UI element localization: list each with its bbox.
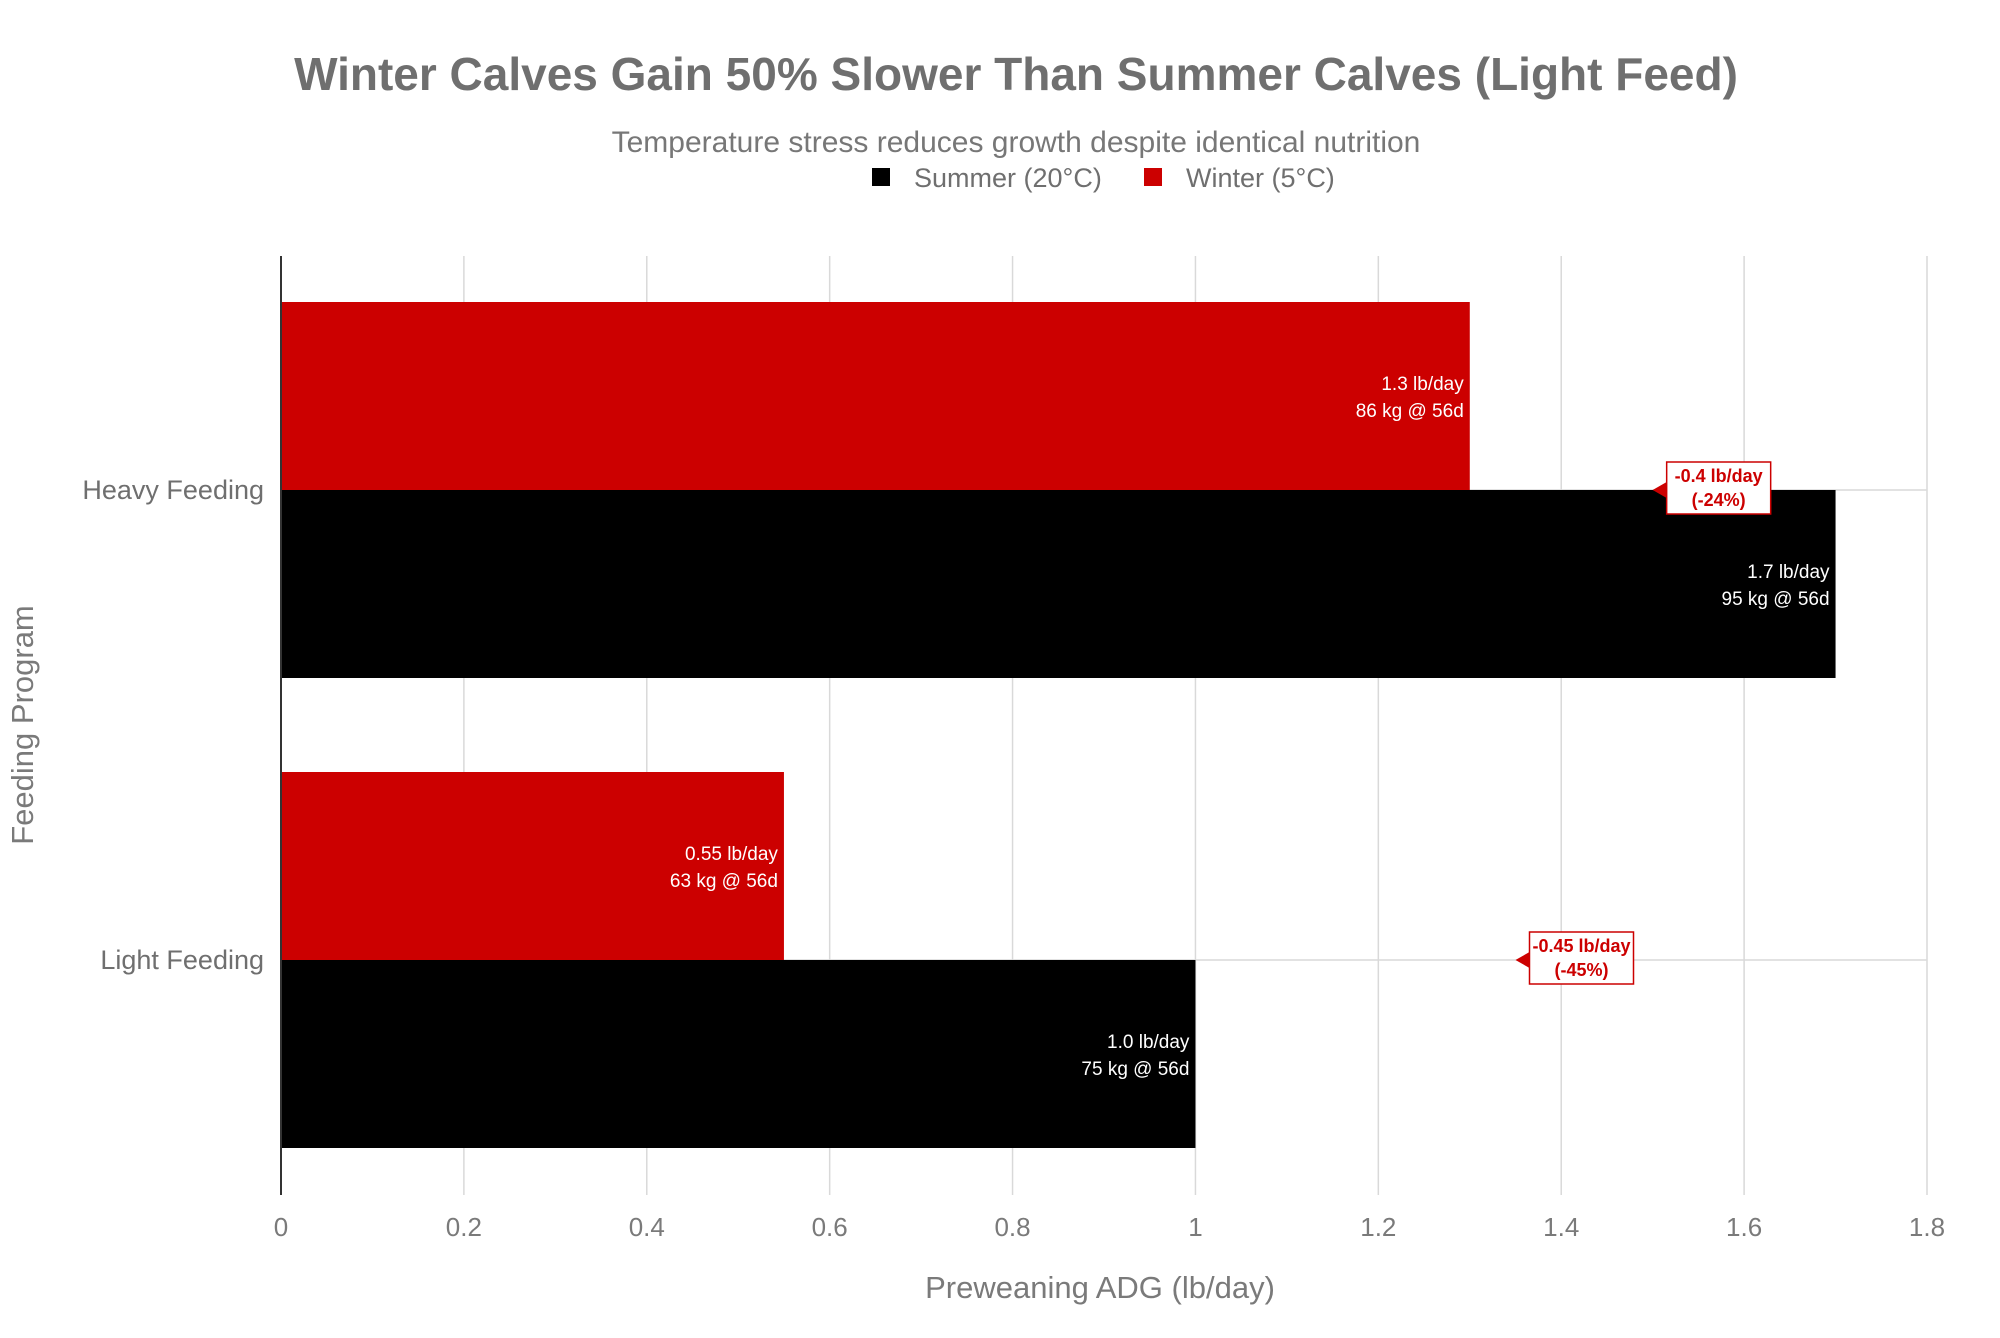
x-tick-label: 1 [1188,1212,1202,1242]
bar-data-label: 1.3 lb/day [1381,374,1464,395]
x-axis-title: Preweaning ADG (lb/day) [925,1270,1275,1305]
x-tick-label: 0.2 [446,1212,482,1242]
x-tick-label: 1.4 [1543,1212,1579,1242]
legend-label: Summer (20°C) [914,163,1102,193]
x-tick-labels: 0 0.2 0.4 0.6 0.8 1 1.2 1.4 1.6 1.8 [274,1212,1945,1242]
x-tick-label: 0.4 [629,1212,665,1242]
chart-title: Winter Calves Gain 50% Slower Than Summe… [294,48,1738,100]
bar-labels: 1.3 lb/day 86 kg @ 56d 1.7 lb/day 95 kg @ 5… [670,374,1830,1080]
bar-data-label: 95 kg @ 56d [1722,589,1830,610]
bar [281,302,1470,490]
bar-data-label: 0.55 lb/day [685,844,778,865]
annotation-arrow [1515,952,1530,968]
bars [281,302,1836,1148]
x-tick-label: 0 [274,1212,288,1242]
y-category-label: Light Feeding [100,945,264,975]
bar [281,772,784,960]
annotation-text: (-45%) [1554,960,1608,980]
legend-swatch [872,168,890,186]
x-tick-label: 0.8 [994,1212,1030,1242]
bar [281,490,1836,678]
x-tick-label: 1.2 [1360,1212,1396,1242]
x-tick-label: 1.6 [1726,1212,1762,1242]
y-axis-title: Feeding Program [5,605,40,845]
annotation-text: -0.4 lb/day [1675,466,1763,486]
bar-data-label: 86 kg @ 56d [1356,401,1464,422]
y-category-label: Heavy Feeding [82,475,264,505]
bar-data-label: 75 kg @ 56d [1081,1059,1189,1080]
chart-subtitle: Temperature stress reduces growth despit… [612,126,1421,159]
x-tick-label: 0.6 [812,1212,848,1242]
legend-swatch [1144,168,1162,186]
annotation-box [1665,461,1772,515]
y-category-labels: Heavy Feeding Light Feeding [82,475,264,975]
bar-data-label: 1.0 lb/day [1107,1032,1190,1053]
annotation-arrow [1652,482,1667,498]
bar [281,960,1196,1148]
annotation-box [1528,931,1635,985]
legend: Summer (20°C) Winter (5°C) [872,163,1335,193]
x-tick-label: 1.8 [1909,1212,1945,1242]
annotation-text: (-24%) [1692,490,1746,510]
legend-label: Winter (5°C) [1186,163,1335,193]
bar-data-label: 1.7 lb/day [1747,562,1830,583]
bar-data-label: 63 kg @ 56d [670,871,778,892]
annotation-text: -0.45 lb/day [1532,936,1630,956]
annotations: -0.4 lb/day (-24%) -0.45 lb/day (-45%) [1515,461,1772,985]
